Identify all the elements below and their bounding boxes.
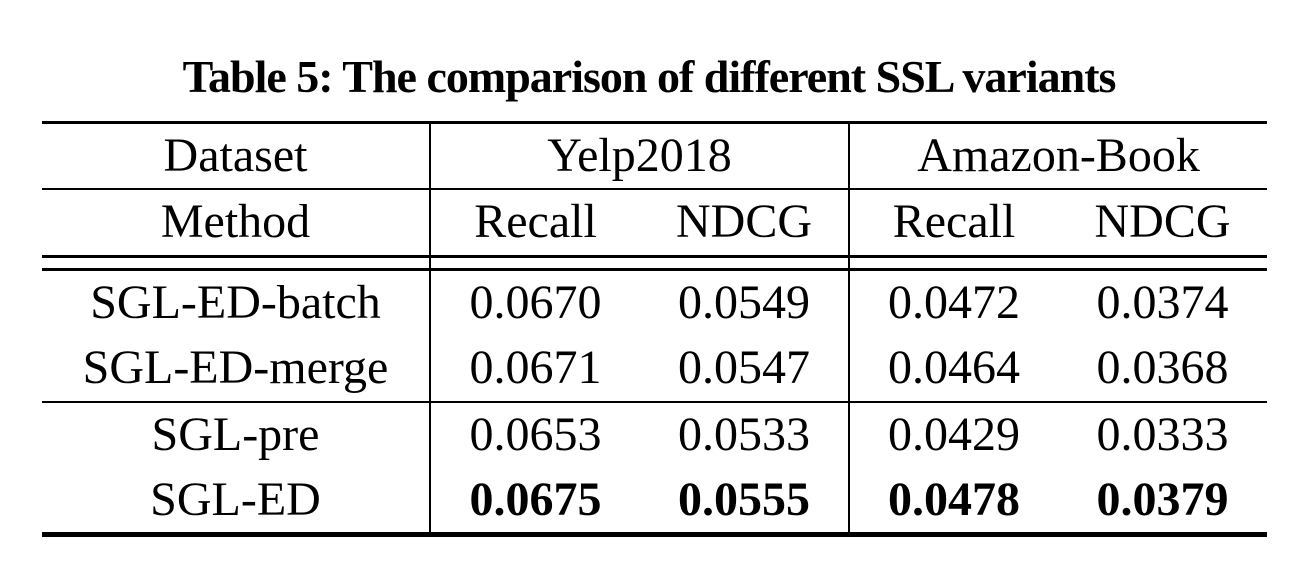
metric-header-amazon-ndcg: NDCG — [1094, 195, 1231, 249]
table-row: SGL-ED-merge 0.0671 0.0547 0.0464 0.0368 — [42, 335, 1267, 402]
metric-header-yelp-recall: Recall — [474, 195, 597, 249]
value-cell: 0.0549 — [640, 269, 850, 336]
group-header-amazon-book: Amazon-Book — [849, 121, 1268, 190]
value-cell: 0.0533 — [640, 400, 850, 468]
value-cell: 0.0333 — [1058, 400, 1268, 468]
table-row: SGL-ED-batch 0.0670 0.0549 0.0472 0.0374 — [42, 269, 1267, 336]
value-cell: 0.0379 — [1058, 467, 1268, 536]
method-header-cell: Method — [42, 188, 431, 257]
dataset-header-cell: Dataset — [42, 121, 431, 190]
table-caption: Table 5: The comparison of different SSL… — [182, 51, 1117, 102]
value-cell: 0.0653 — [430, 400, 640, 468]
method-cell: SGL-ED — [42, 467, 431, 536]
value-cell: 0.0555 — [640, 467, 850, 536]
table-bottom-rule — [42, 533, 1267, 537]
method-cell: SGL-ED-merge — [42, 335, 431, 402]
group-header-yelp2018: Yelp2018 — [430, 121, 850, 190]
metric-header-amazon-recall: Recall — [892, 195, 1016, 249]
value-cell: 0.0675 — [430, 467, 640, 536]
method-cell: SGL-pre — [42, 400, 431, 468]
value-cell: 0.0368 — [1096, 341, 1229, 394]
value-cell: 0.0547 — [640, 335, 850, 402]
metric-header-row: Method Recall NDCG Recall NDCG — [42, 188, 1267, 257]
table-row: SGL-ED 0.0675 0.0555 0.0478 0.0379 — [42, 467, 1268, 536]
metric-header-yelp-ndcg: NDCG — [640, 188, 850, 257]
value-cell: 0.0478 — [849, 467, 1058, 536]
ssl-variants-table: Dataset Yelp2018 Amazon-Book Method Reca… — [42, 121, 1268, 536]
value-cell: 0.0374 — [1096, 276, 1229, 330]
table-row: SGL-pre 0.0653 0.0533 0.0429 0.0333 — [42, 400, 1268, 468]
value-cell: 0.0671 — [469, 341, 602, 394]
value-cell: 0.0472 — [888, 276, 1020, 330]
value-cell: 0.0464 — [888, 341, 1020, 394]
method-cell: SGL-ED-batch — [42, 269, 431, 336]
value-cell: 0.0429 — [849, 400, 1058, 468]
dataset-header-row: Dataset Yelp2018 Amazon-Book — [42, 121, 1268, 190]
value-cell: 0.0670 — [469, 276, 602, 330]
double-rule-spacer — [42, 255, 1268, 271]
